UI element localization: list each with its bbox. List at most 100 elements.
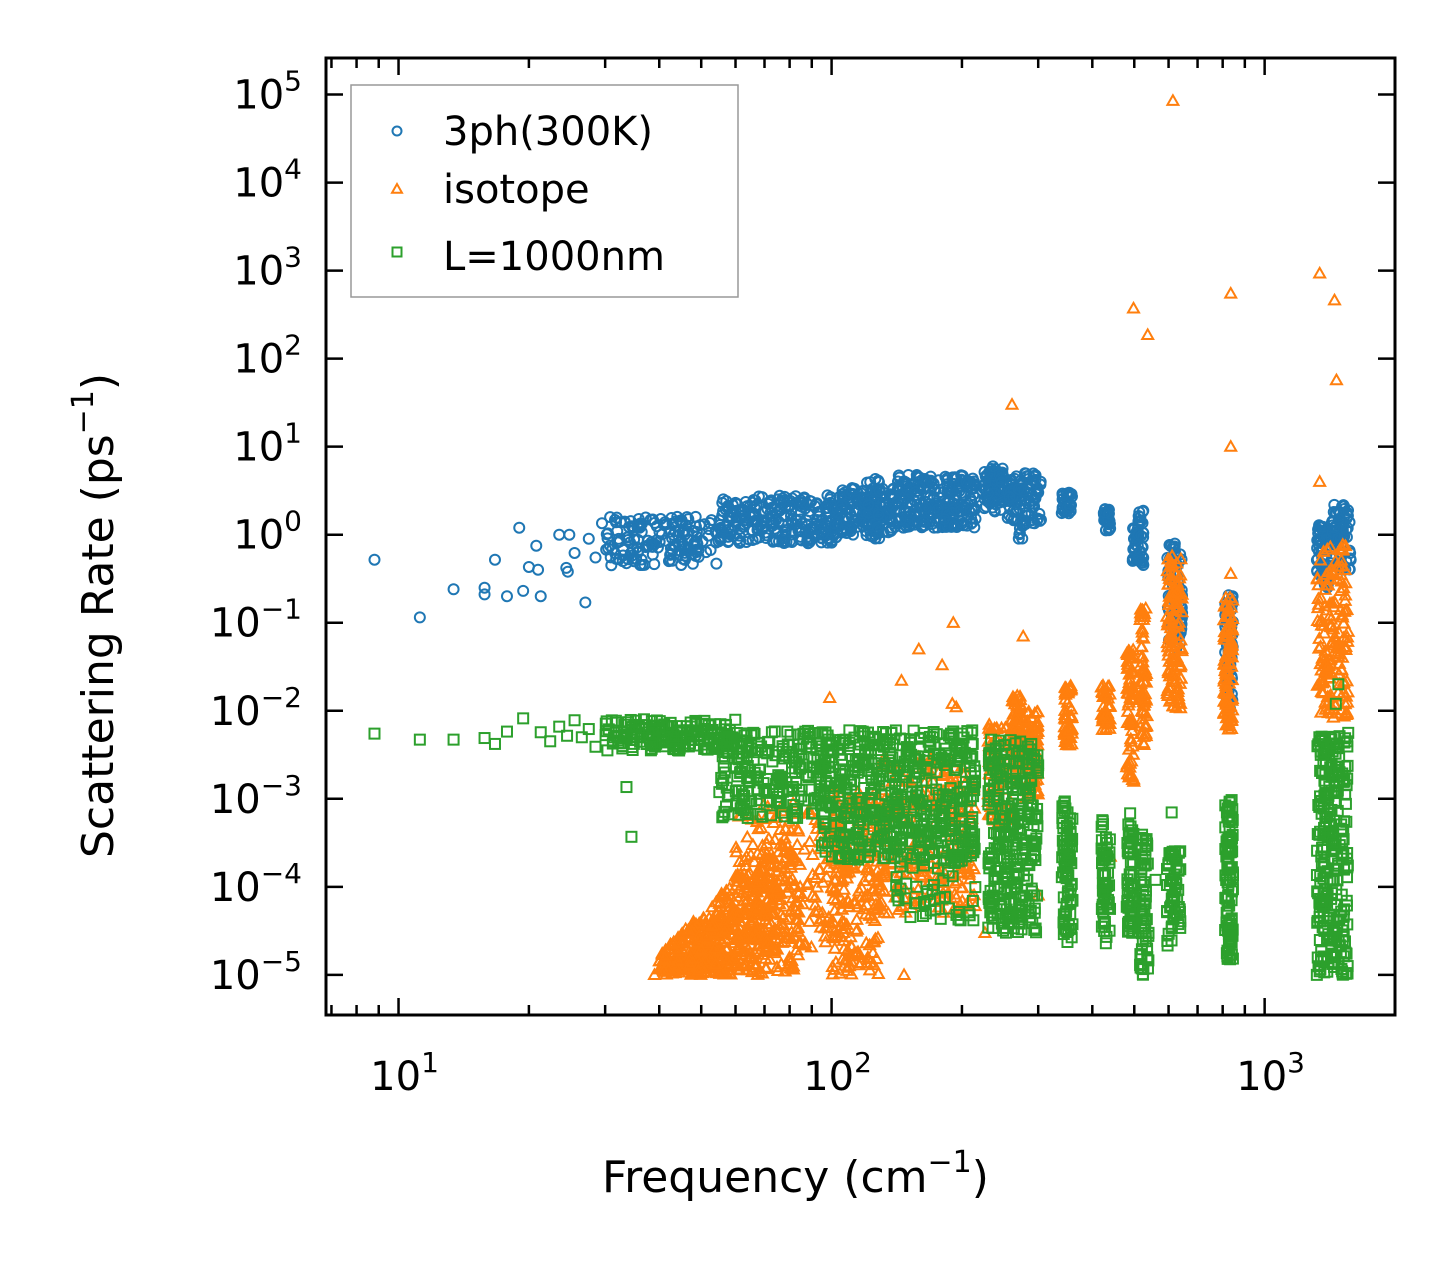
data-point-square <box>717 774 730 787</box>
data-point-square <box>1019 783 1032 796</box>
data-point-square <box>877 813 890 826</box>
data-point-triangle <box>658 951 673 965</box>
data-point-triangle <box>728 868 743 882</box>
data-point-triangle <box>1122 759 1137 773</box>
data-point-triangle <box>852 957 867 971</box>
data-point-triangle <box>877 867 893 881</box>
data-point-square <box>788 805 801 818</box>
data-point-circle <box>675 558 688 571</box>
data-point-circle <box>802 508 815 521</box>
data-point-triangle <box>815 905 830 919</box>
data-point-circle <box>911 471 924 484</box>
data-point-triangle <box>731 930 746 943</box>
data-point-triangle <box>1123 713 1139 727</box>
data-point-square <box>819 797 832 810</box>
data-point-square <box>771 790 784 803</box>
data-point-triangle <box>772 892 787 906</box>
data-point-circle <box>836 484 849 497</box>
data-point-square <box>627 737 640 750</box>
data-point-triangle <box>791 904 806 918</box>
data-point-circle <box>624 515 637 528</box>
data-point-square <box>899 798 912 811</box>
data-point-triangle <box>1313 552 1328 566</box>
data-point-square <box>748 727 761 740</box>
data-point-square <box>806 807 819 820</box>
data-point-circle <box>1027 494 1040 507</box>
data-point-square <box>950 908 963 921</box>
data-point-square <box>750 797 763 810</box>
series-3ph-300k- <box>368 460 1357 715</box>
data-point-circle <box>945 506 958 519</box>
data-point-triangle <box>742 865 757 879</box>
data-point-triangle <box>1124 767 1140 781</box>
data-point-triangle <box>934 657 950 671</box>
data-point-circle <box>679 524 692 537</box>
data-point-circle <box>1134 545 1147 558</box>
data-point-circle <box>860 484 873 497</box>
data-point-circle <box>478 581 491 594</box>
data-point-square <box>985 733 998 746</box>
data-point-square <box>935 751 948 764</box>
data-point-square <box>816 726 829 739</box>
data-point-triangle <box>989 721 1004 735</box>
data-point-triangle <box>755 838 770 851</box>
data-point-square <box>986 921 999 934</box>
data-point-triangle <box>734 885 750 898</box>
data-point-circle <box>513 521 526 534</box>
data-point-triangle <box>982 717 997 730</box>
data-point-circle <box>628 555 641 568</box>
data-point-square <box>953 740 966 753</box>
data-point-triangle <box>1120 657 1136 670</box>
data-point-triangle <box>1162 627 1178 640</box>
data-point-triangle <box>1337 562 1353 576</box>
data-point-triangle <box>787 877 803 891</box>
data-point-triangle <box>1338 587 1353 601</box>
data-point-triangle <box>763 856 778 870</box>
data-point-triangle <box>732 940 747 954</box>
data-point-triangle <box>1311 677 1327 690</box>
data-point-triangle <box>865 881 881 894</box>
data-point-circle <box>478 588 491 601</box>
data-point-circle <box>924 470 937 483</box>
data-point-square <box>908 752 921 765</box>
data-point-circle <box>764 506 777 519</box>
data-point-triangle <box>1323 539 1338 553</box>
data-point-circle <box>722 523 735 536</box>
data-point-triangle <box>867 913 883 927</box>
data-point-triangle <box>1135 629 1150 643</box>
data-point-circle <box>1104 522 1117 535</box>
data-point-square <box>848 848 861 861</box>
data-point-square <box>945 848 958 861</box>
data-point-square <box>626 744 639 757</box>
data-point-triangle <box>1217 629 1232 643</box>
data-point-square <box>917 818 930 831</box>
data-layer <box>368 93 1357 981</box>
data-point-triangle <box>819 869 834 883</box>
data-point-circle <box>1327 505 1340 518</box>
data-point-square <box>1103 833 1116 846</box>
data-point-triangle <box>1124 753 1139 767</box>
data-point-triangle <box>1162 571 1177 584</box>
data-point-square <box>732 784 745 797</box>
data-point-square <box>962 906 975 919</box>
data-point-triangle <box>1138 600 1153 614</box>
data-point-circle <box>1062 507 1075 520</box>
data-point-square <box>1010 868 1023 881</box>
data-point-square <box>1008 876 1021 889</box>
data-point-triangle <box>709 965 725 979</box>
data-point-square <box>1013 823 1026 836</box>
data-point-square <box>828 806 841 819</box>
data-point-square <box>899 823 912 836</box>
data-point-circle <box>1328 498 1341 511</box>
data-point-circle <box>1033 514 1046 527</box>
data-point-square <box>968 777 981 790</box>
data-point-triangle <box>790 821 805 835</box>
data-point-triangle <box>1166 698 1181 712</box>
data-point-circle <box>927 477 940 490</box>
data-point-triangle <box>1218 648 1234 662</box>
data-point-triangle <box>1311 597 1326 610</box>
data-point-square <box>926 883 939 896</box>
data-point-square <box>865 771 878 784</box>
data-point-circle <box>662 555 675 568</box>
data-point-triangle <box>770 963 786 977</box>
